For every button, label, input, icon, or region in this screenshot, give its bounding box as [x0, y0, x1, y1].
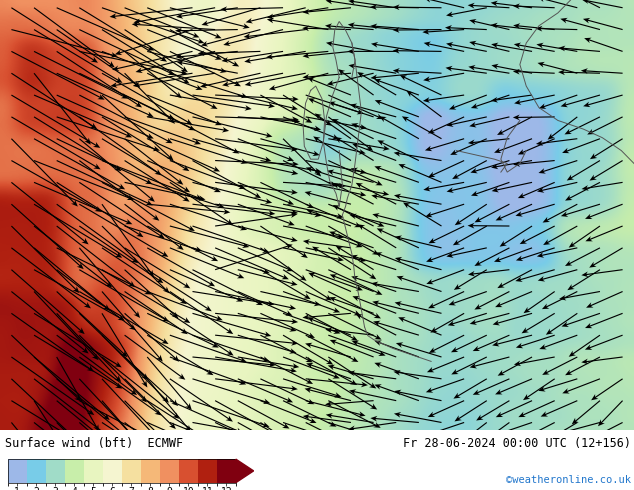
- Text: Surface wind (bft)  ECMWF: Surface wind (bft) ECMWF: [5, 438, 183, 450]
- Text: ©weatheronline.co.uk: ©weatheronline.co.uk: [506, 475, 631, 485]
- Polygon shape: [236, 459, 254, 483]
- Text: Fr 28-06-2024 00:00 UTC (12+156): Fr 28-06-2024 00:00 UTC (12+156): [403, 438, 631, 450]
